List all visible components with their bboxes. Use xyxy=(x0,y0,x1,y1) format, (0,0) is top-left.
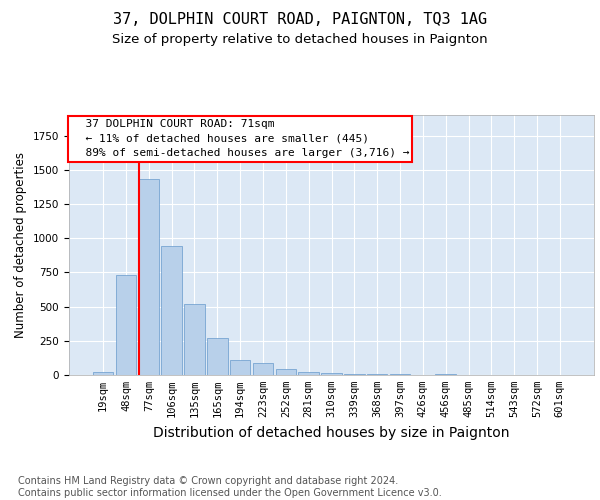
Bar xyxy=(230,360,250,375)
Bar xyxy=(253,362,273,375)
Bar xyxy=(207,338,227,375)
Text: 37 DOLPHIN COURT ROAD: 71sqm
  ← 11% of detached houses are smaller (445)
  89% : 37 DOLPHIN COURT ROAD: 71sqm ← 11% of de… xyxy=(71,119,409,158)
Bar xyxy=(275,369,296,375)
Bar xyxy=(321,373,342,375)
Bar xyxy=(367,374,388,375)
Y-axis label: Number of detached properties: Number of detached properties xyxy=(14,152,28,338)
Bar xyxy=(344,374,365,375)
Bar xyxy=(116,275,136,375)
Bar xyxy=(93,372,113,375)
Text: Size of property relative to detached houses in Paignton: Size of property relative to detached ho… xyxy=(112,32,488,46)
Text: 37, DOLPHIN COURT ROAD, PAIGNTON, TQ3 1AG: 37, DOLPHIN COURT ROAD, PAIGNTON, TQ3 1A… xyxy=(113,12,487,28)
Bar xyxy=(390,374,410,375)
Bar xyxy=(139,180,159,375)
Bar xyxy=(184,304,205,375)
Bar xyxy=(436,374,456,375)
Bar xyxy=(298,372,319,375)
Bar xyxy=(161,246,182,375)
Text: Contains HM Land Registry data © Crown copyright and database right 2024.
Contai: Contains HM Land Registry data © Crown c… xyxy=(18,476,442,498)
X-axis label: Distribution of detached houses by size in Paignton: Distribution of detached houses by size … xyxy=(153,426,510,440)
